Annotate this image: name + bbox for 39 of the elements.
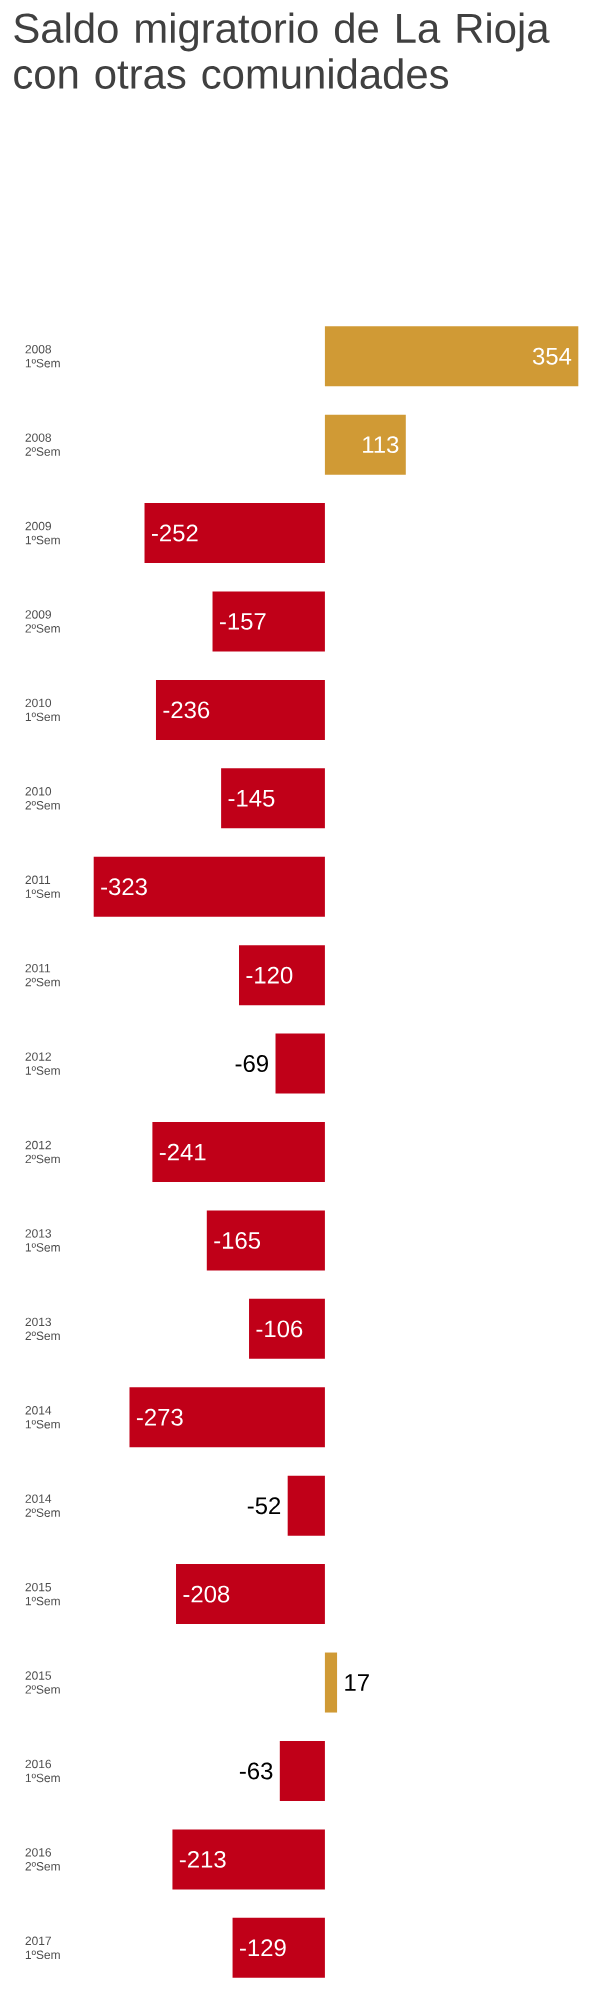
- data-label: -157: [219, 613, 266, 630]
- data-label: 354: [532, 347, 572, 365]
- data-label: -323: [101, 878, 147, 896]
- bar: [249, 1298, 325, 1359]
- data-label: -145: [228, 789, 275, 807]
- chart-title: Saldo migratorio de La Rioja con otras comunidades: [14, 12, 550, 89]
- bar: [206, 1210, 325, 1271]
- bar: [287, 1475, 325, 1536]
- data-label: -106: [256, 1320, 303, 1338]
- bar: [212, 591, 325, 652]
- bar: [324, 414, 406, 475]
- data-label: -241: [159, 1143, 206, 1161]
- data-label: -252: [151, 524, 198, 542]
- bar: [176, 1564, 325, 1625]
- data-label: -69: [235, 1055, 268, 1073]
- bar: [279, 1740, 325, 1801]
- data-label: 113: [363, 436, 399, 454]
- data-label: -120: [246, 966, 293, 984]
- bar: [221, 768, 325, 829]
- data-label: -52: [247, 1497, 281, 1515]
- bar: [172, 1829, 325, 1890]
- bar: [129, 1387, 325, 1448]
- data-label: -165: [214, 1231, 261, 1249]
- data-label: -208: [183, 1585, 230, 1603]
- data-label: 17: [345, 1674, 369, 1691]
- bar: [152, 1122, 325, 1182]
- data-label: -236: [163, 701, 210, 719]
- bar: [324, 1652, 338, 1713]
- data-label: -63: [239, 1762, 273, 1780]
- bar: [155, 679, 325, 740]
- data-label: -129: [240, 1939, 286, 1957]
- bar: [232, 1917, 325, 1978]
- bar: [93, 856, 325, 917]
- bar: [144, 503, 325, 564]
- data-label: -273: [136, 1408, 183, 1426]
- bar: [239, 945, 325, 1006]
- data-label: -213: [179, 1850, 226, 1868]
- bar: [324, 326, 579, 387]
- bar: [275, 1033, 325, 1094]
